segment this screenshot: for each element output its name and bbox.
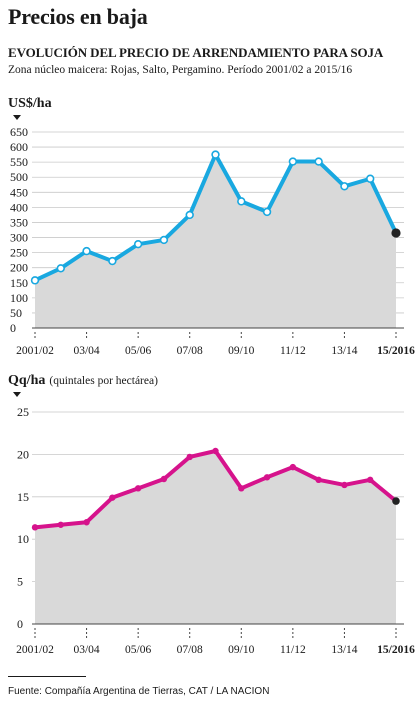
data-point <box>314 157 323 166</box>
x-tick-label: 03/04 <box>73 345 99 355</box>
x-tick-label: 09/10 <box>228 345 254 355</box>
data-point <box>262 207 272 217</box>
description: Zona núcleo maicera: Rojas, Salto, Perga… <box>8 64 353 76</box>
x-tick-label: 09/10 <box>228 644 254 656</box>
yield-unit-arrow-icon <box>13 392 21 397</box>
data-point <box>289 463 297 471</box>
y-tick-label: 350 <box>10 215 28 229</box>
x-tick-label: 11/12 <box>280 644 306 656</box>
price-axis-unit-label: US$/ha <box>8 96 52 111</box>
data-point <box>211 150 220 159</box>
y-tick-label: 300 <box>10 231 28 245</box>
data-point <box>159 235 169 245</box>
data-point <box>83 519 90 526</box>
source-note: Fuente: Compañía Argentina de Tierras, C… <box>8 686 270 697</box>
y-tick-label: 50 <box>10 306 22 320</box>
x-tick-label: 07/08 <box>177 345 203 355</box>
y-tick-label: 20 <box>17 447 29 461</box>
y-tick-label: 25 <box>17 405 29 419</box>
headline: Precios en baja <box>8 4 148 29</box>
y-tick-label: 100 <box>10 291 28 305</box>
x-tick-label: 15/2016 <box>377 644 415 656</box>
x-tick-label: 15/2016 <box>377 345 415 355</box>
data-point <box>391 228 401 238</box>
y-tick-label: 450 <box>10 185 28 199</box>
data-point <box>237 197 246 206</box>
data-point <box>186 453 193 461</box>
area-fill <box>35 451 396 624</box>
x-tick-label: 07/08 <box>177 644 203 656</box>
data-point <box>392 497 400 505</box>
y-tick-label: 150 <box>10 276 28 290</box>
yield-axis-unit-note: (quintales por hectárea) <box>49 375 158 387</box>
x-tick-label: 05/06 <box>125 644 151 656</box>
data-point <box>109 494 116 501</box>
source-divider <box>8 676 86 677</box>
y-tick-label: 10 <box>17 532 29 546</box>
price-unit-arrow-icon <box>13 115 21 120</box>
y-tick-label: 0 <box>17 617 23 631</box>
area-fill <box>35 154 396 328</box>
y-tick-label: 15 <box>17 490 29 504</box>
x-tick-label: 03/04 <box>73 644 99 656</box>
x-tick-label: 2001/02 <box>16 345 54 355</box>
data-point <box>30 276 40 285</box>
y-tick-label: 0 <box>10 321 16 335</box>
data-point <box>57 521 64 528</box>
data-point <box>185 210 194 220</box>
y-tick-label: 650 <box>10 125 28 139</box>
data-point <box>340 182 349 191</box>
y-tick-label: 5 <box>17 575 23 589</box>
data-point <box>341 481 348 489</box>
data-point <box>108 256 117 266</box>
data-point <box>31 524 39 531</box>
y-tick-label: 200 <box>10 261 28 275</box>
data-point <box>288 157 298 166</box>
yield-chart: 0 5 10 15 20 25 2001/02 03/04 05/06 07/08 09/10 11/… <box>16 405 415 656</box>
data-point <box>238 485 245 492</box>
data-point <box>133 239 143 249</box>
data-point <box>263 474 271 481</box>
y-tick-label: 500 <box>10 170 28 184</box>
y-tick-label: 600 <box>10 140 28 154</box>
data-point <box>134 485 142 492</box>
x-tick-label: 13/14 <box>331 345 357 355</box>
y-tick-label: 250 <box>10 246 28 260</box>
x-tick-label: 13/14 <box>331 644 357 656</box>
x-tick-label: 11/12 <box>280 345 306 355</box>
y-tick-label: 400 <box>10 200 28 214</box>
data-point <box>315 476 322 484</box>
data-point <box>367 476 374 484</box>
data-point <box>160 475 168 483</box>
price-axis-unit: US$/ha <box>8 96 52 112</box>
x-tick-label: 2001/02 <box>16 644 54 656</box>
data-point <box>56 264 65 273</box>
x-tick-label: 05/06 <box>125 345 151 355</box>
data-point <box>212 447 219 455</box>
yield-axis-unit: Qq/ha (quintales por hectárea) <box>8 373 158 389</box>
data-point <box>366 174 375 183</box>
y-tick-label: 550 <box>10 155 28 169</box>
data-point <box>82 246 91 256</box>
yield-axis-unit-label: Qq/ha <box>8 373 46 388</box>
subheadline: EVOLUCIÓN DEL PRECIO DE ARRENDAMIENTO PA… <box>8 45 384 60</box>
